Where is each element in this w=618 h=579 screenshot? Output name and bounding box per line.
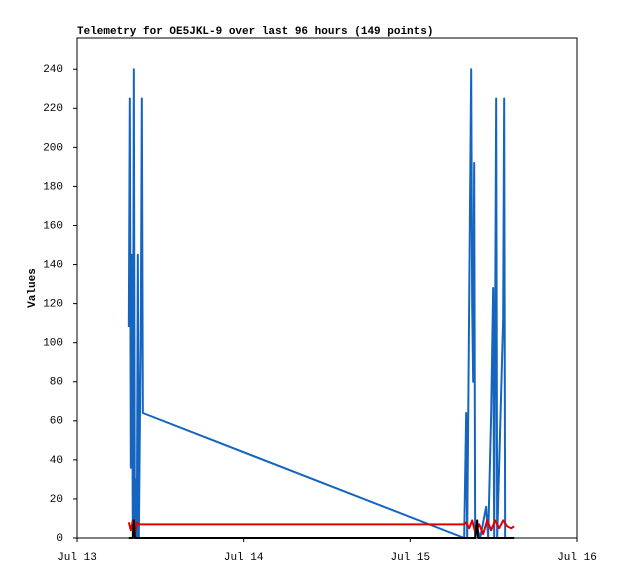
series-line bbox=[127, 519, 515, 536]
y-tick-label: 220 bbox=[43, 103, 63, 115]
y-tick-label: 140 bbox=[43, 259, 63, 271]
y-tick-label: 180 bbox=[43, 181, 63, 193]
y-axis-label: Values bbox=[27, 268, 39, 308]
x-tick-label: Jul 13 bbox=[57, 552, 97, 564]
x-tick-label: Jul 14 bbox=[224, 552, 264, 564]
series-line bbox=[127, 68, 507, 539]
y-tick-label: 60 bbox=[50, 416, 63, 428]
chart-title: Telemetry for OE5JKL-9 over last 96 hour… bbox=[77, 26, 433, 38]
y-tick-label: 200 bbox=[43, 142, 63, 154]
y-tick-label: 120 bbox=[43, 299, 63, 311]
plot-frame bbox=[76, 37, 578, 539]
y-tick-label: 20 bbox=[50, 494, 63, 506]
y-tick-label: 40 bbox=[50, 455, 63, 467]
y-tick-label: 160 bbox=[43, 220, 63, 232]
y-tick-label: 240 bbox=[43, 64, 63, 76]
x-tick-label: Jul 15 bbox=[391, 552, 431, 564]
y-tick-label: 0 bbox=[56, 533, 63, 545]
y-tick-label: 100 bbox=[43, 338, 63, 350]
y-tick-label: 80 bbox=[50, 377, 63, 389]
series-line bbox=[128, 519, 515, 539]
x-tick-label: Jul 16 bbox=[557, 552, 597, 564]
